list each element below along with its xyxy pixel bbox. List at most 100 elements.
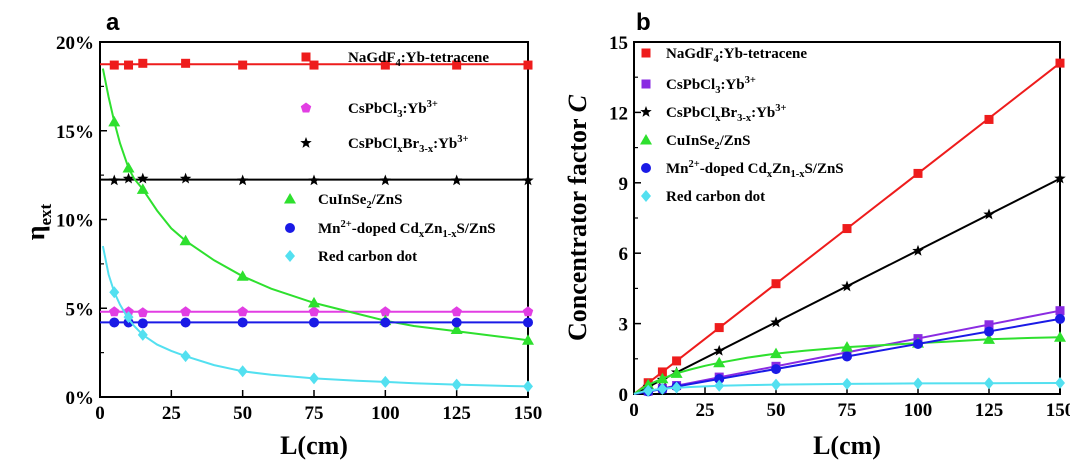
legend-marker	[641, 163, 651, 173]
data-point	[770, 316, 782, 328]
legend-entry: NaGdF4:Yb-tetracene	[301, 50, 489, 69]
legend-marker	[301, 52, 311, 62]
data-point	[671, 381, 682, 394]
data-point	[842, 351, 852, 362]
data-point	[771, 378, 781, 391]
legend-label: CsPbClxBr3-x:Yb3+	[348, 134, 469, 155]
legend-marker	[641, 48, 651, 58]
data-point	[842, 224, 852, 234]
data-point	[180, 350, 191, 363]
x-tick-label: 0	[629, 400, 639, 421]
data-point	[770, 347, 782, 359]
series-3	[100, 172, 534, 186]
series-6	[633, 376, 1065, 397]
data-point	[842, 377, 852, 390]
x-tick-label: 75	[838, 400, 857, 421]
data-point	[309, 317, 319, 328]
legend-marker	[285, 223, 295, 233]
panel-letter: b	[636, 9, 651, 36]
legend-label: Red carbon dot	[666, 189, 765, 205]
data-point	[1055, 306, 1065, 316]
data-point	[1055, 313, 1065, 324]
data-point	[451, 378, 462, 391]
data-point	[236, 174, 249, 186]
data-point	[672, 356, 682, 366]
legend-label: CsPbCl3:Yb3+	[666, 75, 756, 96]
y-tick-label: 10%	[56, 211, 94, 232]
series-6	[101, 245, 533, 393]
y-tick-label: 3	[619, 315, 629, 336]
data-point	[137, 307, 149, 318]
panel-letter: a	[106, 9, 120, 36]
y-tick-label: 12	[609, 103, 628, 124]
data-point	[657, 382, 668, 395]
data-point	[670, 367, 683, 378]
data-point	[379, 174, 392, 186]
data-point	[841, 280, 853, 292]
data-point	[138, 58, 148, 68]
data-point	[913, 339, 923, 350]
legend-marker	[300, 137, 312, 148]
legend-entry: CsPbCl3:Yb3+	[300, 99, 438, 120]
data-point	[1055, 58, 1065, 68]
data-point	[380, 60, 390, 70]
data-point	[236, 270, 249, 281]
data-point	[523, 60, 533, 70]
data-point	[771, 364, 781, 375]
y-tick-label: 5%	[66, 299, 95, 320]
data-point	[452, 60, 462, 70]
legend-marker	[640, 134, 652, 145]
x-tick-label: 25	[162, 403, 181, 424]
data-point	[984, 377, 994, 390]
data-point	[984, 320, 994, 330]
data-point	[309, 372, 319, 385]
data-point	[380, 317, 391, 328]
data-point	[983, 208, 995, 220]
y-tick-label: 9	[619, 174, 629, 195]
data-point	[983, 333, 995, 344]
data-point	[180, 306, 191, 317]
legend-marker	[285, 250, 295, 262]
legend-marker	[640, 106, 652, 117]
legend-label: Mn2+-doped CdxZn1-xS/ZnS	[666, 159, 844, 180]
data-point	[237, 317, 248, 328]
data-point	[642, 378, 655, 390]
data-point	[180, 317, 191, 328]
data-point	[108, 115, 121, 127]
data-point	[309, 60, 319, 70]
data-point	[451, 317, 462, 328]
series-line	[633, 336, 1061, 395]
legend-entry: CsPbCl3:Yb3+	[641, 75, 756, 96]
data-point	[657, 367, 667, 377]
data-point	[1055, 376, 1065, 389]
data-point	[124, 60, 134, 70]
data-point	[1054, 331, 1066, 342]
legend-label: CuInSe2/ZnS	[666, 133, 750, 152]
legend-label: CsPbClxBr3-x:Yb3+	[666, 103, 787, 124]
data-point	[308, 306, 320, 317]
x-tick-label: 25	[696, 400, 715, 421]
y-axis-title: ηext	[21, 203, 55, 240]
data-point	[123, 311, 134, 324]
series-1	[100, 58, 533, 70]
x-tick-label: 50	[233, 403, 252, 424]
data-point	[522, 306, 534, 317]
data-point	[109, 286, 120, 299]
legend-entry: Red carbon dot	[641, 189, 765, 205]
series-4	[633, 331, 1066, 395]
legend-label: CsPbCl3:Yb3+	[348, 99, 438, 120]
legend-entry: CsPbClxBr3-x:Yb3+	[640, 103, 787, 124]
legend-label: Mn2+-doped CdxZn1-xS/ZnS	[318, 219, 496, 240]
legend-entry: Red carbon dot	[285, 249, 417, 265]
data-point	[1054, 172, 1066, 184]
panel-a-chart: 0 25 50 75 100 125 150 0% 5% 10% 15% 20% L(cm) ηext a N…	[21, 9, 542, 460]
data-point	[108, 174, 120, 186]
data-point	[237, 365, 248, 378]
data-point	[122, 172, 135, 184]
x-axis-title: L(cm)	[813, 431, 881, 460]
y-tick-label: 0	[619, 385, 629, 406]
data-point	[137, 318, 148, 329]
data-point	[109, 306, 120, 317]
series-2	[100, 306, 534, 318]
